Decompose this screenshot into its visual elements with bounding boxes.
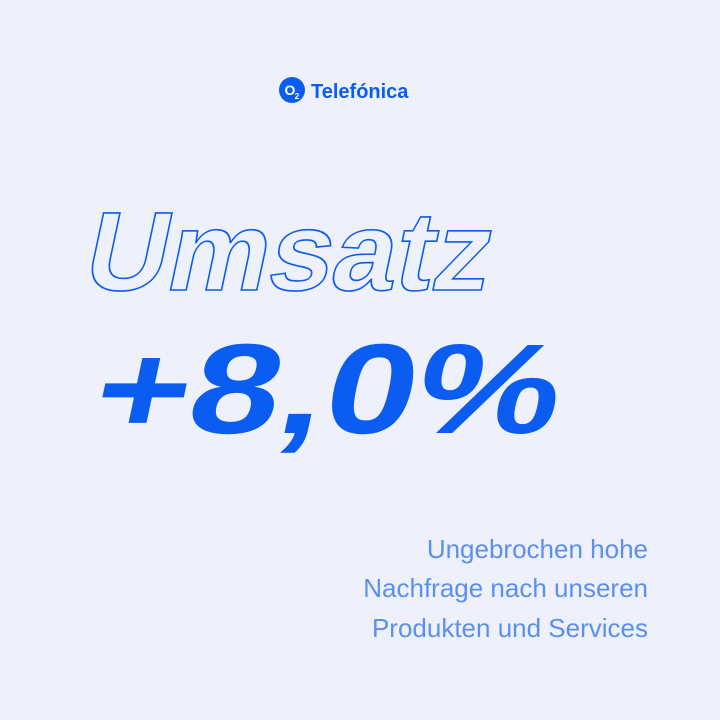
logo-name: Telefónica xyxy=(311,81,409,103)
logo: O 2 Telefónica xyxy=(279,77,409,103)
logo-badge-letter: O xyxy=(285,82,296,98)
logo-badge-sub: 2 xyxy=(295,92,300,101)
figure: +8,0% xyxy=(82,318,577,460)
body-text: Ungebrochen hohe Nachfrage nach unseren … xyxy=(363,534,648,643)
logo-badge xyxy=(279,77,305,103)
body-line: Nachfrage nach unseren xyxy=(363,573,648,603)
headline: Umsatz xyxy=(75,188,507,314)
body-line: Produkten und Services xyxy=(372,613,648,643)
body-line: Ungebrochen hohe xyxy=(427,534,648,564)
